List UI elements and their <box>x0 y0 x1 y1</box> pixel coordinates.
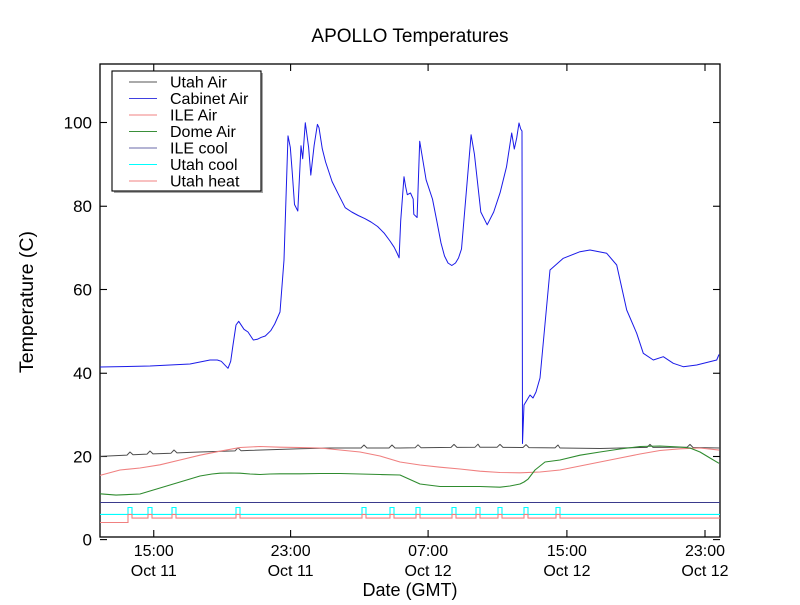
svg-text:15:00: 15:00 <box>134 543 174 560</box>
svg-text:Oct 12: Oct 12 <box>681 563 728 580</box>
svg-text:Date (GMT): Date (GMT) <box>362 580 457 600</box>
svg-text:Utah Air: Utah Air <box>170 75 228 92</box>
svg-text:100: 100 <box>64 113 92 132</box>
svg-text:80: 80 <box>73 197 92 216</box>
svg-text:Utah cool: Utah cool <box>170 157 238 174</box>
svg-text:Oct 12: Oct 12 <box>543 563 590 580</box>
svg-text:Oct 11: Oct 11 <box>268 563 314 580</box>
svg-text:Temperature (C): Temperature (C) <box>16 231 38 373</box>
svg-text:07:00: 07:00 <box>408 543 448 560</box>
svg-text:Oct 12: Oct 12 <box>405 563 452 580</box>
svg-text:Oct 11: Oct 11 <box>131 563 177 580</box>
svg-text:23:00: 23:00 <box>271 543 311 560</box>
svg-text:APOLLO Temperatures: APOLLO Temperatures <box>311 26 508 47</box>
svg-text:Cabinet Air: Cabinet Air <box>170 91 249 108</box>
svg-text:23:00: 23:00 <box>685 543 725 560</box>
svg-text:ILE Air: ILE Air <box>170 108 218 125</box>
svg-text:0: 0 <box>83 531 92 550</box>
svg-text:60: 60 <box>73 280 92 299</box>
svg-text:20: 20 <box>73 447 92 466</box>
svg-text:Dome Air: Dome Air <box>170 124 236 141</box>
svg-text:Utah heat: Utah heat <box>170 174 240 191</box>
svg-text:15:00: 15:00 <box>547 543 587 560</box>
svg-text:ILE cool: ILE cool <box>170 141 228 158</box>
svg-text:40: 40 <box>73 364 92 383</box>
